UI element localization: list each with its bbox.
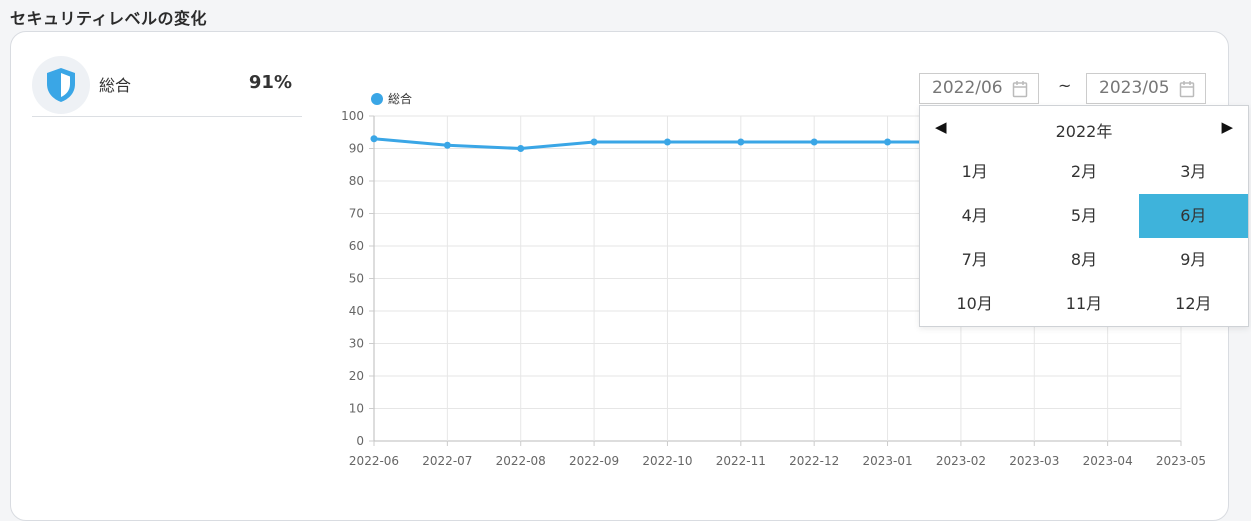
y-tick-label: 90: [349, 142, 364, 156]
x-tick-label: 2022-12: [789, 454, 839, 468]
date-to-input[interactable]: 2023/05: [1086, 73, 1206, 104]
y-tick-label: 20: [349, 369, 364, 383]
month-picker-header: ◀ 2022年 ▶: [920, 106, 1248, 150]
summary-row: 総合 91%: [32, 52, 302, 117]
x-tick-label: 2022-11: [716, 454, 766, 468]
chart-legend: 総合: [371, 91, 412, 106]
data-point[interactable]: [443, 141, 451, 149]
month-option[interactable]: 11月: [1065, 294, 1103, 313]
month-option[interactable]: 10月: [956, 294, 993, 313]
x-tick-label: 2022-09: [569, 454, 619, 468]
shield-icon: [32, 56, 90, 114]
y-tick-label: 40: [349, 304, 364, 318]
prev-year-button[interactable]: ◀: [935, 118, 947, 136]
month-option[interactable]: 9月: [1180, 250, 1207, 269]
x-tick-label: 2023-02: [936, 454, 986, 468]
x-tick-label: 2022-10: [642, 454, 692, 468]
month-option[interactable]: 12月: [1175, 294, 1212, 313]
legend-label[interactable]: 総合: [388, 91, 412, 106]
month-option[interactable]: 7月: [961, 250, 988, 269]
month-option[interactable]: 3月: [1180, 162, 1207, 181]
date-range-separator: ~: [1058, 76, 1072, 95]
month-option[interactable]: 4月: [961, 206, 988, 225]
x-tick-label: 2023-05: [1156, 454, 1206, 468]
x-tick-label: 2023-03: [1009, 454, 1059, 468]
data-point[interactable]: [590, 138, 598, 146]
y-tick-label: 10: [349, 402, 364, 416]
y-tick-label: 80: [349, 174, 364, 188]
data-point[interactable]: [663, 138, 671, 146]
x-tick-label: 2023-01: [862, 454, 912, 468]
summary-label: 総合: [99, 76, 132, 95]
y-tick-label: 50: [349, 272, 364, 286]
month-option[interactable]: 5月: [1070, 206, 1098, 225]
calendar-icon: [1179, 81, 1195, 98]
page-title: セキュリティレベルの変化: [10, 9, 208, 28]
month-option[interactable]: 2月: [1070, 162, 1098, 181]
month-option[interactable]: 1月: [961, 162, 988, 181]
y-tick-label: 0: [356, 434, 364, 448]
y-tick-label: 30: [349, 337, 364, 351]
month-picker-popup: ◀ 2022年 ▶ 1月 2月 3月 4月 5月 6月 7月 8月 9月 10月 11月 12月: [919, 105, 1249, 327]
chart-axes: 0 10 20 30 40 50 60 70 80 90 100 2022-06 2022-07 2022…: [341, 109, 1206, 468]
calendar-icon: [1012, 81, 1028, 98]
data-point[interactable]: [517, 145, 525, 152]
data-point[interactable]: [884, 138, 892, 146]
x-tick-label: 2023-04: [1083, 454, 1133, 468]
date-from-input[interactable]: 2022/06: [919, 73, 1039, 104]
data-point[interactable]: [810, 138, 818, 146]
y-tick-label: 70: [349, 207, 364, 221]
x-tick-label: 2022-07: [422, 454, 472, 468]
y-tick-label: 100: [341, 109, 364, 123]
x-tick-label: 2022-08: [496, 454, 546, 468]
month-grid: 1月 2月 3月 4月 5月 6月 7月 8月 9月 10月 11月 12月: [920, 150, 1248, 326]
date-from-value: 2022/06: [932, 78, 1003, 98]
summary-value: 91%: [248, 72, 292, 93]
data-point[interactable]: [737, 138, 745, 146]
picker-year-label: 2022年: [1055, 122, 1113, 141]
month-option[interactable]: 8月: [1070, 250, 1098, 269]
month-option[interactable]: 6月: [1138, 194, 1248, 238]
x-tick-label: 2022-06: [349, 454, 399, 468]
next-year-button[interactable]: ▶: [1221, 118, 1233, 136]
y-tick-label: 60: [349, 239, 364, 253]
date-to-value: 2023/05: [1099, 78, 1170, 98]
data-point[interactable]: [370, 135, 378, 143]
legend-marker[interactable]: [371, 93, 383, 105]
